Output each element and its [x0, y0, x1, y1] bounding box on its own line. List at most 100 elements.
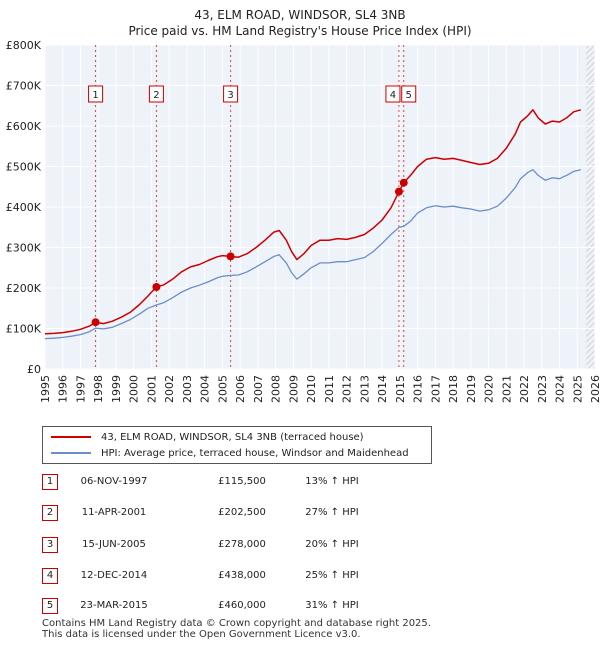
transaction-number: 4 [42, 568, 58, 584]
x-tick-label: 1998 [92, 375, 105, 403]
y-tick-label: £200K [6, 282, 42, 295]
transaction-price: £438,000 [218, 570, 266, 581]
sale-marker-box [88, 85, 104, 103]
transaction-price: £202,500 [218, 507, 266, 518]
transaction-price: £460,000 [218, 600, 266, 611]
sale-marker-label: 4 [390, 90, 396, 101]
x-tick-label: 2009 [287, 375, 300, 403]
transaction-number: 3 [42, 537, 58, 553]
x-tick-label: 2008 [270, 375, 283, 403]
transaction-date: 23-MAR-2015 [80, 600, 148, 611]
transaction-date: 12-DEC-2014 [80, 570, 148, 581]
legend-label-hpi: HPI: Average price, terraced house, Wind… [101, 447, 409, 459]
transaction-row: 5 23-MAR-2015 £460,000 31% ↑ HPI [42, 596, 542, 616]
legend-item-hpi: HPI: Average price, terraced house, Wind… [51, 445, 409, 461]
x-tick-label: 2007 [252, 375, 265, 403]
sale-4-point [394, 187, 403, 196]
transaction-date: 11-APR-2001 [81, 507, 147, 518]
transaction-hpi: 13% ↑ HPI [305, 476, 359, 487]
x-tick-label: 2012 [341, 375, 354, 403]
sale-2-marker: 2 [148, 85, 164, 103]
y-tick-label: £800K [6, 39, 42, 52]
transaction-hpi: 20% ↑ HPI [305, 539, 359, 550]
sale-marker-label: 5 [406, 90, 412, 101]
sale-3-marker: 3 [223, 85, 239, 103]
transaction-price: £115,500 [218, 476, 266, 487]
x-tick-label: 2015 [394, 375, 407, 403]
chart-title: 43, ELM ROAD, WINDSOR, SL4 3NB [194, 8, 406, 22]
legend-line-property [51, 436, 91, 438]
x-tick-label: 2016 [412, 375, 425, 403]
transaction-hpi: 27% ↑ HPI [305, 507, 359, 518]
x-tick-label: 2019 [465, 375, 478, 403]
sale-marker-box [385, 85, 401, 103]
sale-4-marker: 4 [385, 85, 401, 103]
footer-line-1: Contains HM Land Registry data © Crown c… [42, 618, 431, 629]
x-tick-label: 2006 [234, 375, 247, 403]
y-tick-label: £700K [6, 80, 42, 93]
y-tick-label: £0 [27, 363, 41, 376]
sale-marker-label: 3 [227, 90, 233, 101]
sale-marker-box [223, 85, 239, 103]
sale-marker-box [148, 85, 164, 103]
y-tick-label: £100K [6, 323, 42, 336]
transaction-number: 2 [42, 505, 58, 521]
x-tick-label: 2020 [483, 375, 496, 403]
x-tick-label: 2005 [216, 375, 229, 403]
x-tick-label: 2000 [128, 375, 141, 403]
x-tick-label: 2011 [323, 375, 336, 403]
y-tick-label: £600K [6, 120, 42, 133]
x-tick-label: 2002 [163, 375, 176, 403]
x-tick-label: 2014 [376, 375, 389, 403]
x-tick-label: 2025 [571, 375, 584, 403]
x-tick-label: 2013 [358, 375, 371, 403]
sale-3-point [226, 252, 235, 261]
legend-item-property: 43, ELM ROAD, WINDSOR, SL4 3NB (terraced… [51, 429, 364, 445]
copyright-footer: Contains HM Land Registry data © Crown c… [42, 618, 431, 640]
x-tick-label: 1995 [39, 375, 52, 403]
legend-label-property: 43, ELM ROAD, WINDSOR, SL4 3NB (terraced… [101, 431, 364, 443]
transaction-number: 1 [42, 474, 58, 490]
x-tick-label: 2017 [429, 375, 442, 403]
sale-marker-box [401, 85, 417, 103]
transaction-row: 2 11-APR-2001 £202,500 27% ↑ HPI [42, 503, 542, 523]
x-tick-label: 2022 [518, 375, 531, 403]
x-tick-label: 2001 [145, 375, 158, 403]
chart-legend: 43, ELM ROAD, WINDSOR, SL4 3NB (terraced… [42, 426, 432, 464]
x-tick-label: 2024 [554, 375, 567, 403]
transaction-row: 4 12-DEC-2014 £438,000 25% ↑ HPI [42, 566, 542, 586]
x-tick-label: 2023 [536, 375, 549, 403]
transaction-number: 5 [42, 598, 58, 614]
y-tick-label: £300K [6, 242, 42, 255]
transaction-hpi: 31% ↑ HPI [305, 600, 359, 611]
x-tick-label: 1999 [110, 375, 123, 403]
sale-1-marker: 1 [88, 85, 104, 103]
transaction-hpi: 25% ↑ HPI [305, 570, 359, 581]
transaction-price: £278,000 [218, 539, 266, 550]
x-tick-label: 2021 [500, 375, 513, 403]
y-tick-label: £400K [6, 201, 42, 214]
y-tick-label: £500K [6, 161, 42, 174]
chart-subtitle: Price paid vs. HM Land Registry's House … [128, 24, 472, 38]
x-tick-label: 1997 [74, 375, 87, 403]
property-price-line [45, 109, 582, 335]
sale-marker-label: 1 [92, 90, 98, 101]
sale-2-point [152, 282, 161, 291]
hpi-line [45, 169, 581, 340]
x-tick-label: 2004 [199, 375, 212, 403]
transaction-date: 06-NOV-1997 [80, 476, 148, 487]
legend-line-hpi [51, 452, 91, 454]
sale-5-marker: 5 [401, 85, 417, 103]
sale-marker-label: 2 [153, 90, 159, 101]
sale-1-point [91, 318, 100, 327]
sale-5-point [399, 178, 408, 187]
footer-line-2: This data is licensed under the Open Gov… [42, 629, 361, 640]
x-tick-label: 2003 [181, 375, 194, 403]
x-tick-label: 1996 [57, 375, 70, 403]
x-tick-label: 2018 [447, 375, 460, 403]
x-tick-label: 2010 [305, 375, 318, 403]
x-tick-label: 2026 [589, 375, 600, 403]
transaction-row: 3 15-JUN-2005 £278,000 20% ↑ HPI [42, 535, 542, 555]
transaction-date: 15-JUN-2005 [82, 539, 146, 550]
